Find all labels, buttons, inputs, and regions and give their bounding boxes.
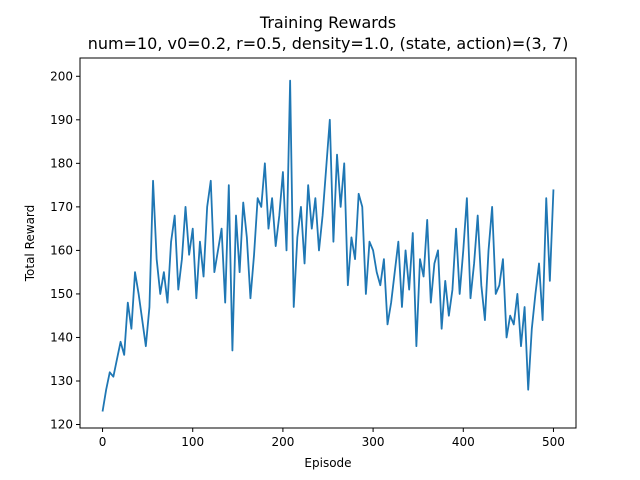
y-tick-label: 190 — [50, 113, 73, 127]
x-tick-label: 200 — [271, 435, 294, 449]
y-tick-label: 170 — [50, 200, 73, 214]
y-tick-label: 160 — [50, 243, 73, 257]
y-tick-label: 130 — [50, 374, 73, 388]
plot-area — [101, 79, 555, 412]
y-axis-label: Total Reward — [23, 205, 37, 283]
x-tick-label: 300 — [362, 435, 385, 449]
x-axis-label: Episode — [304, 456, 351, 470]
x-tick-label: 100 — [181, 435, 204, 449]
chart-title: Training Rewards — [259, 13, 396, 32]
x-axis-ticks: 0 100 200 300 400 500 — [99, 428, 565, 449]
chart-subtitle: num=10, v0=0.2, r=0.5, density=1.0, (sta… — [88, 34, 569, 53]
x-tick-label: 500 — [542, 435, 565, 449]
y-tick-label: 150 — [50, 287, 73, 301]
y-tick-label: 120 — [50, 418, 73, 432]
y-axis-ticks: 120 130 140 150 160 170 180 190 200 — [50, 69, 80, 432]
series-line-0 — [101, 79, 555, 412]
y-tick-label: 200 — [50, 69, 73, 83]
y-tick-label: 180 — [50, 156, 73, 170]
x-tick-label: 0 — [99, 435, 107, 449]
axes-frame — [79, 57, 577, 429]
y-tick-label: 140 — [50, 330, 73, 344]
x-tick-label: 400 — [452, 435, 475, 449]
